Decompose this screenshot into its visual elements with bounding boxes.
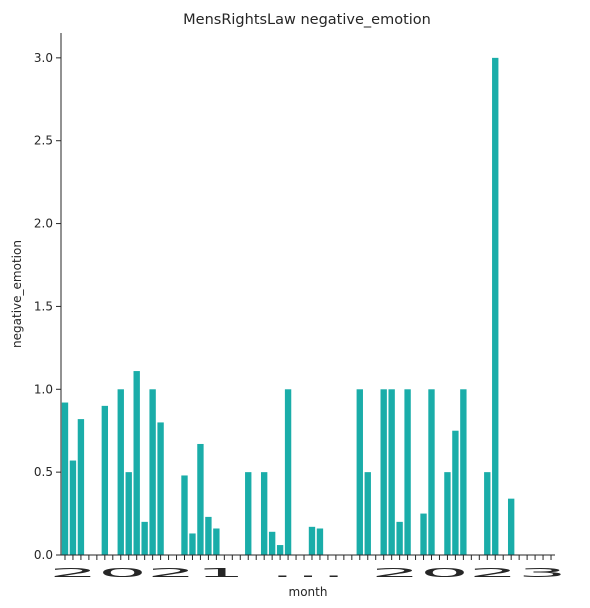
y-tick-label: 1.5 — [34, 299, 53, 313]
bar — [61, 402, 69, 555]
bar — [404, 389, 411, 555]
bar — [245, 472, 252, 555]
bar — [444, 472, 451, 555]
bar — [356, 389, 363, 555]
bar — [388, 389, 395, 555]
bar — [284, 389, 292, 555]
bar — [197, 443, 204, 555]
bar — [492, 57, 499, 556]
y-tick-label: 2.5 — [34, 134, 53, 148]
bar — [364, 472, 371, 555]
x-ticks-group — [64, 555, 552, 560]
bar — [420, 513, 427, 555]
y-ticks-group: 0.0 0.5 1.0 1.5 2.0 2.5 3.0 — [34, 51, 61, 562]
bar — [157, 422, 164, 555]
bar — [213, 528, 220, 555]
bar — [77, 419, 85, 555]
bar — [69, 460, 77, 555]
bar — [149, 389, 156, 555]
bar — [189, 533, 196, 555]
y-tick-label: 2.0 — [34, 217, 53, 231]
bar — [380, 389, 387, 555]
y-tick-label: 0.5 — [34, 465, 53, 479]
bar — [181, 475, 188, 555]
bar — [507, 498, 515, 555]
bar — [460, 389, 467, 555]
y-axis-label: negative_emotion — [10, 240, 24, 348]
bar — [117, 389, 124, 555]
x-tick-labels-overlap: 2021 … 2023 — [49, 566, 567, 580]
y-tick-label: 1.0 — [34, 382, 53, 396]
bar — [268, 531, 276, 555]
bar — [428, 389, 435, 555]
chart-title: MensRightsLaw negative_emotion — [183, 12, 431, 28]
bar — [276, 545, 284, 555]
bar — [484, 472, 491, 555]
bar — [396, 521, 403, 555]
bar — [205, 516, 212, 555]
bar — [101, 405, 109, 555]
y-tick-label: 3.0 — [34, 51, 53, 65]
bar — [141, 521, 148, 555]
bar — [260, 472, 268, 555]
bars-group — [61, 57, 515, 556]
bar — [125, 472, 132, 555]
bar — [452, 430, 459, 555]
bar — [316, 528, 324, 555]
bar — [308, 526, 316, 555]
bar — [133, 371, 140, 555]
y-tick-label: 0.0 — [34, 548, 53, 562]
x-axis-label: month — [289, 585, 328, 599]
